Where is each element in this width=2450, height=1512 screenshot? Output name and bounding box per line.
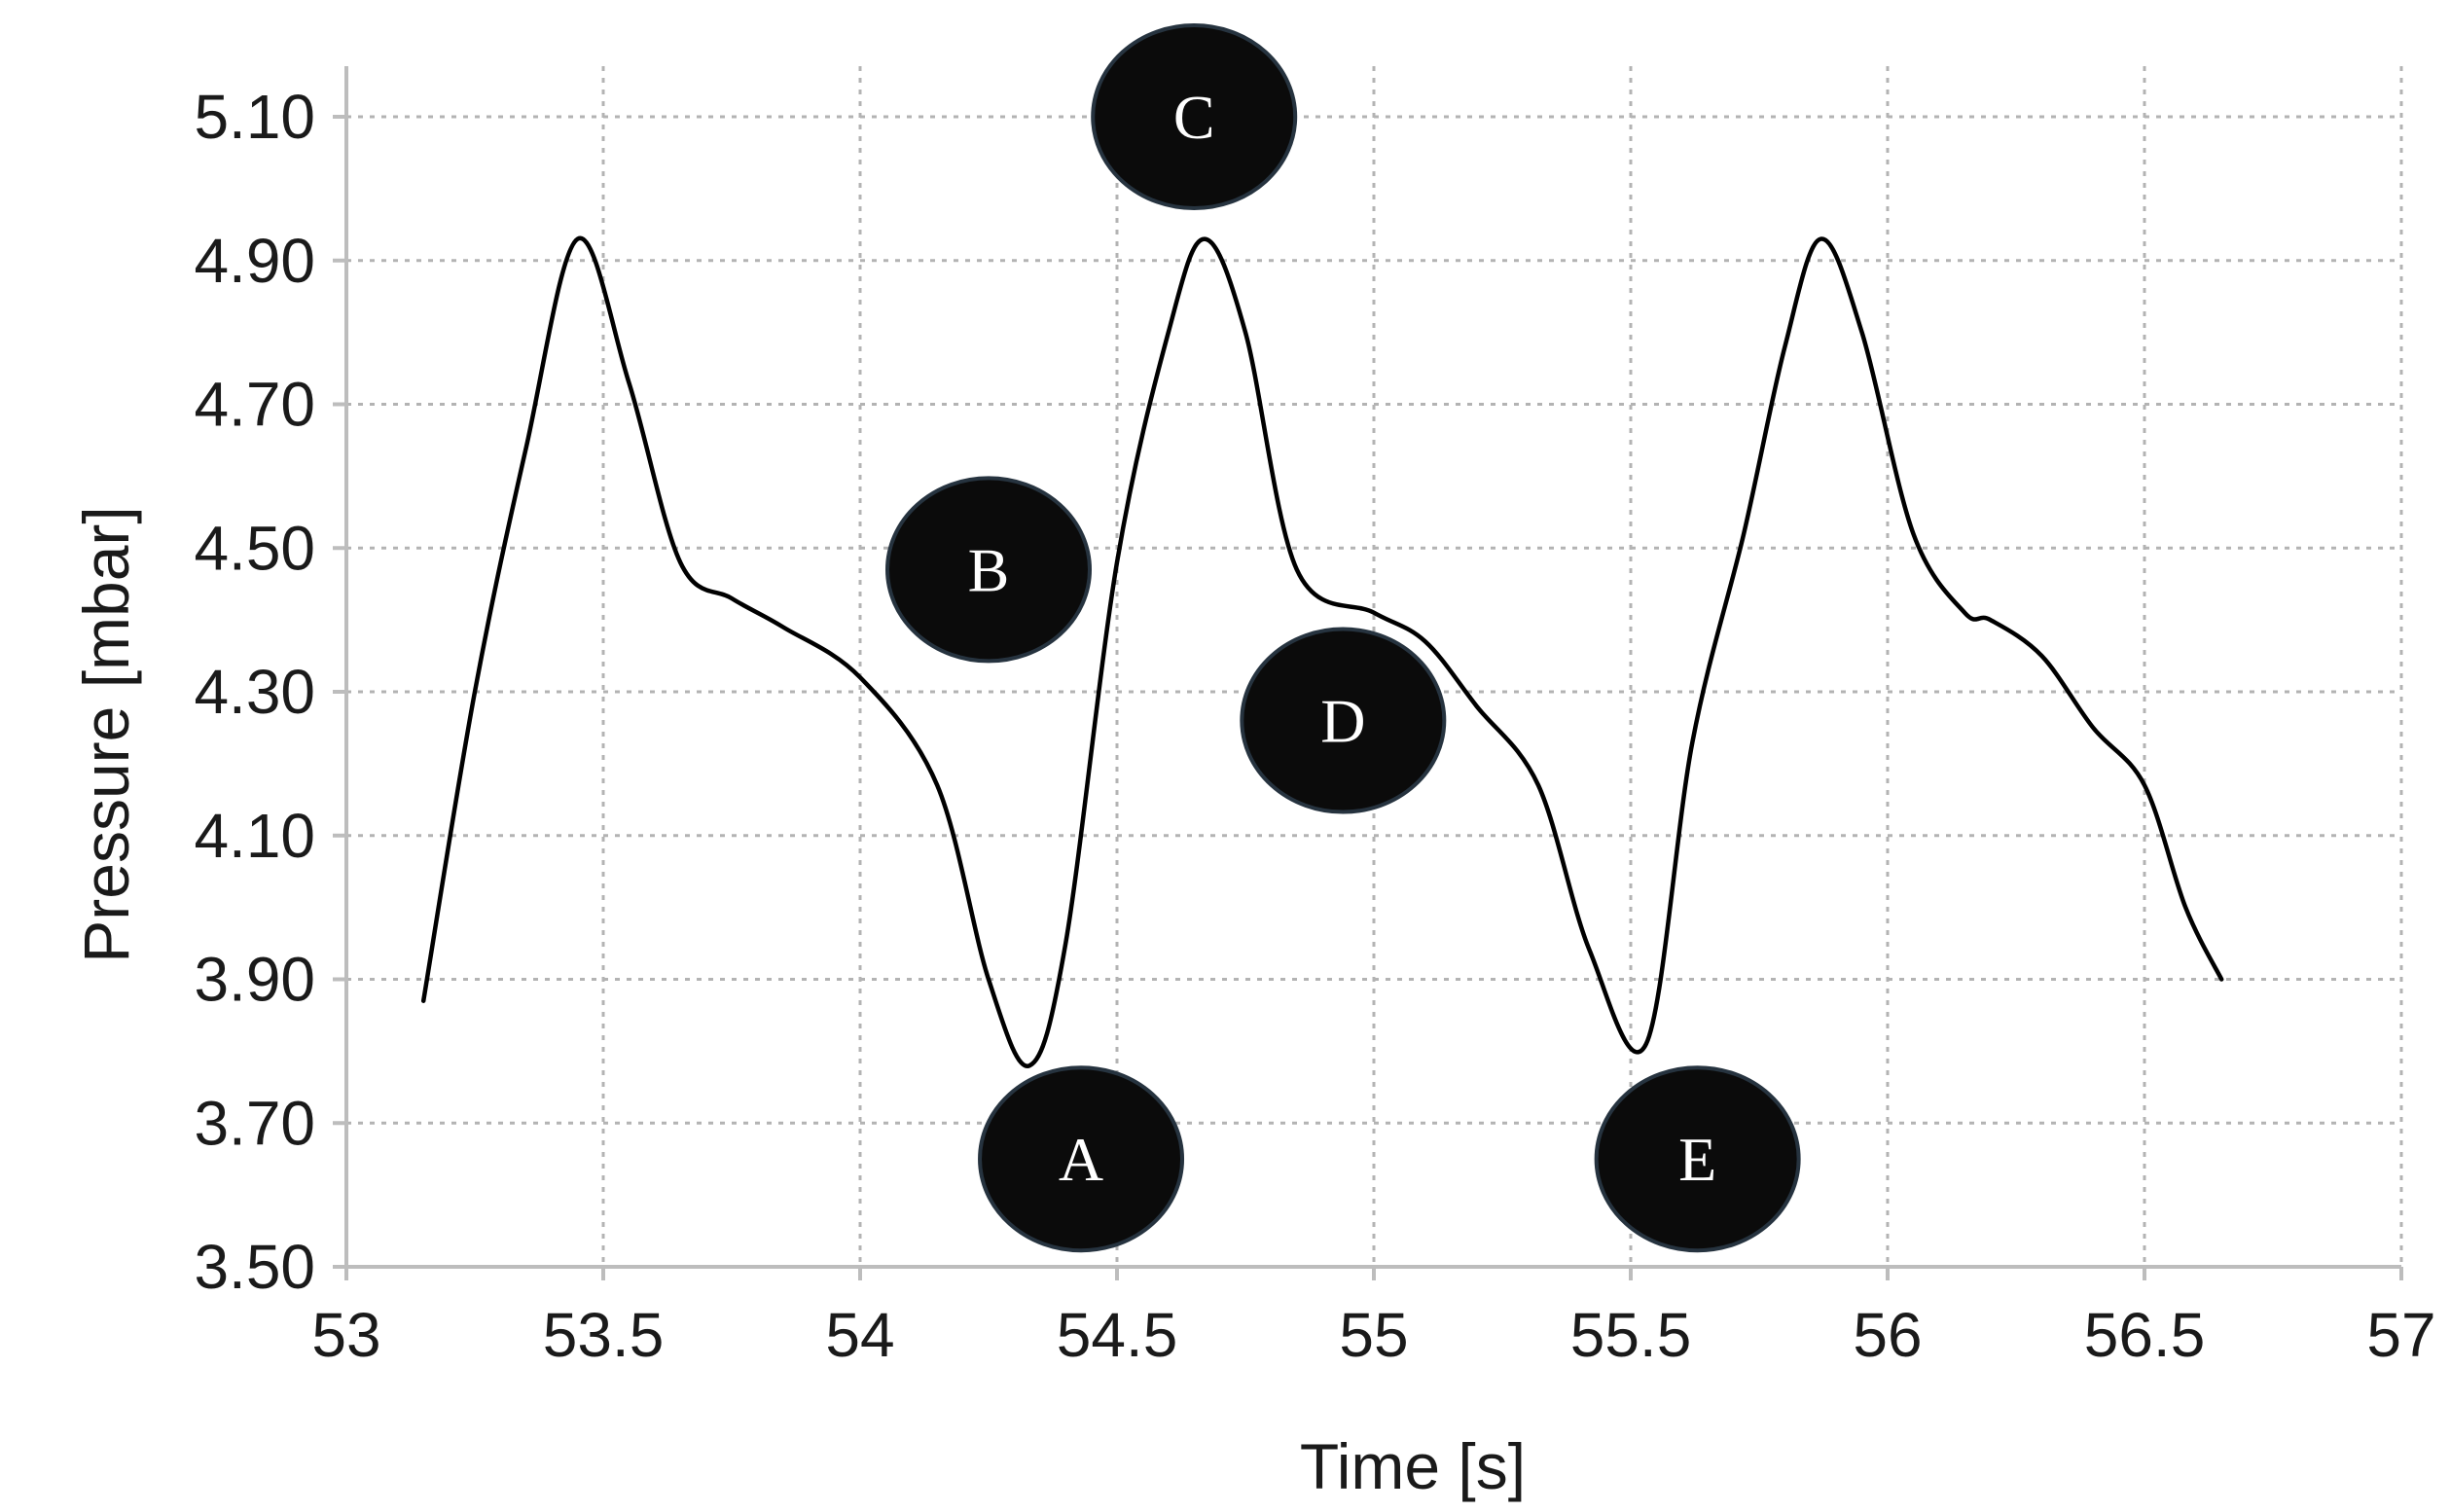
axes: 53 53.5 54 54.5 55 55.5 56 56.5 57 3.50 3.70 3.90 4.…	[194, 66, 2436, 1370]
marker-ellipse	[885, 476, 1092, 664]
series-layer	[420, 235, 2224, 1068]
x-tick-label: 55	[1339, 1300, 1408, 1370]
x-tick-label: 53	[311, 1300, 380, 1370]
marker-label: A	[1059, 1125, 1103, 1194]
x-tick-label: 54	[825, 1300, 894, 1370]
marker-label: C	[1173, 83, 1215, 152]
marker-label: D	[1320, 687, 1365, 756]
y-tick-label: 4.90	[194, 226, 315, 296]
marker-e: E	[1594, 1065, 1801, 1253]
marker-a: A	[978, 1065, 1185, 1253]
marker-c: C	[1091, 23, 1298, 210]
grid	[346, 66, 2403, 1267]
x-tick-label: 55.5	[1570, 1300, 1692, 1370]
pressure-series-line	[420, 235, 2224, 1068]
marker-b: B	[885, 476, 1092, 664]
marker-label: B	[968, 535, 1010, 604]
marker-ellipse	[1594, 1065, 1801, 1253]
y-tick-label: 4.70	[194, 370, 315, 440]
x-tick-label: 56.5	[2084, 1300, 2206, 1370]
marker-ellipse	[1091, 23, 1298, 210]
marker-d: D	[1240, 627, 1447, 814]
x-tick-label: 54.5	[1057, 1300, 1178, 1370]
marker-ellipse	[978, 1065, 1185, 1253]
y-axis-title: Pressure [mbar]	[70, 506, 142, 962]
y-tick-label: 3.90	[194, 945, 315, 1015]
y-tick-label: 5.10	[194, 82, 315, 152]
x-axis-title: Time [s]	[1300, 1430, 1526, 1502]
y-tick-label: 4.50	[194, 513, 315, 583]
y-tick-label: 3.50	[194, 1232, 315, 1302]
annotation-markers: A B C D E	[885, 23, 1801, 1253]
marker-label: E	[1678, 1125, 1716, 1194]
marker-ellipse	[1240, 627, 1447, 814]
y-tick-label: 4.10	[194, 801, 315, 871]
x-tick-label: 56	[1853, 1300, 1922, 1370]
x-tick-label: 53.5	[543, 1300, 665, 1370]
y-tick-label: 3.70	[194, 1088, 315, 1158]
y-tick-label: 4.30	[194, 657, 315, 727]
x-tick-label: 57	[2366, 1300, 2435, 1370]
